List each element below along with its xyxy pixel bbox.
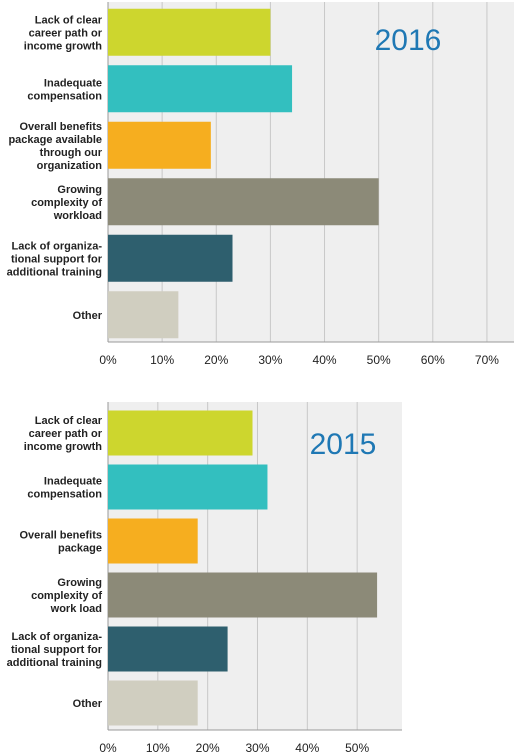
category-label: Lack of clear career path or income growth (24, 415, 103, 453)
x-tick-label: 10% (146, 741, 170, 755)
bar (108, 680, 198, 726)
bar (108, 291, 179, 339)
category-label: Lack of organiza-tional support for addit… (7, 240, 103, 278)
plot-area (108, 2, 514, 342)
bar (108, 464, 268, 510)
category-label: Overall benefits package (19, 530, 102, 555)
category-label: Overall benefits package available through… (8, 121, 102, 172)
bar (108, 8, 271, 56)
x-tick-label: 50% (345, 741, 369, 755)
x-tick-label: 60% (421, 353, 445, 367)
category-label: Lack of organiza-tional support for addit… (7, 631, 103, 669)
x-tick-label: 40% (295, 741, 319, 755)
bar (108, 178, 379, 226)
chart-title: 2016 (375, 24, 442, 57)
x-tick-label: 20% (204, 353, 228, 367)
category-label: Growing complexity of work load (31, 577, 102, 615)
category-label: Lack of clear career path or income growth (24, 14, 103, 52)
bar (108, 65, 293, 113)
bar (108, 121, 211, 169)
x-tick-label: 40% (313, 353, 337, 367)
bar (108, 572, 378, 618)
bar (108, 626, 228, 672)
x-tick-label: 0% (99, 353, 117, 367)
category-label: Growing complexity of workload (31, 184, 102, 222)
chart-2016: 0% 10% 20% 30% 40% 50% 60% 70% Lack of clear care… (7, 2, 514, 367)
x-tick-label: 70% (475, 353, 499, 367)
x-tick-label: 30% (258, 353, 282, 367)
category-label: Inadequate compensation (27, 77, 102, 102)
x-tick-label: 10% (150, 353, 174, 367)
category-label: Inadequate compensation (27, 476, 102, 501)
bar-chart-2016-svg: 0% 10% 20% 30% 40% 50% 60% 70% Lack of clear care… (7, 2, 514, 367)
x-tick-label: 20% (196, 741, 220, 755)
bar (108, 234, 233, 282)
bar (108, 410, 253, 456)
chart-title: 2015 (310, 428, 377, 461)
x-tick-label: 50% (367, 353, 391, 367)
bar-chart-2015-svg: 0% 10% 20% 30% 40% 50% Lack of clear career pat… (7, 402, 402, 755)
x-tick-label: 30% (245, 741, 269, 755)
bar (108, 518, 198, 564)
plot-area (108, 402, 402, 730)
chart-2015: 0% 10% 20% 30% 40% 50% Lack of clear career pat… (0, 400, 516, 756)
x-tick-label: 0% (99, 741, 117, 755)
category-label: Other (73, 698, 103, 710)
category-label: Other (73, 310, 103, 322)
